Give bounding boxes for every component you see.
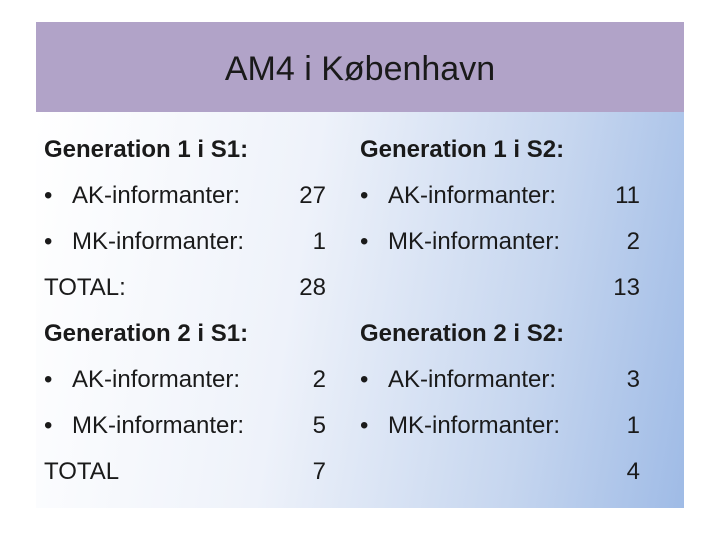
item-label: MK-informanter: xyxy=(388,228,561,255)
bullet: • xyxy=(44,366,53,393)
item-label: MK-informanter: xyxy=(388,412,561,439)
bullet: • xyxy=(360,366,369,393)
total-value: 28 xyxy=(299,274,326,301)
item-value: 1 xyxy=(626,412,640,439)
bullet: • xyxy=(360,412,369,439)
item-value: 11 xyxy=(615,182,640,209)
item-value: 1 xyxy=(312,228,326,255)
item-value: 3 xyxy=(626,366,640,393)
item-value: 2 xyxy=(626,228,640,255)
item-label: AK-informanter: xyxy=(388,182,557,209)
bullet: • xyxy=(44,412,53,439)
item-value: 27 xyxy=(299,182,326,209)
slide-title: AM4 i København xyxy=(224,50,496,88)
item-label: MK-informanter: xyxy=(72,228,245,255)
total-label: TOTAL xyxy=(44,458,120,485)
bullet: • xyxy=(360,182,369,209)
item-label: AK-informanter: xyxy=(72,366,241,393)
section-heading: Generation 1 i S2: xyxy=(360,136,565,163)
section-heading: Generation 2 i S2: xyxy=(360,320,565,347)
total-value: 7 xyxy=(312,458,326,485)
section-heading: Generation 2 i S1: xyxy=(44,320,249,347)
bullet: • xyxy=(44,182,53,209)
item-label: AK-informanter: xyxy=(388,366,557,393)
item-label: MK-informanter: xyxy=(72,412,245,439)
bullet: • xyxy=(360,228,369,255)
title-bar: AM4 i København xyxy=(36,22,684,112)
total-value: 13 xyxy=(613,274,640,301)
slide-body xyxy=(36,112,684,508)
total-value: 4 xyxy=(626,458,640,485)
bullet: • xyxy=(44,228,53,255)
section-heading: Generation 1 i S1: xyxy=(44,136,249,163)
total-label: TOTAL: xyxy=(44,274,126,301)
item-label: AK-informanter: xyxy=(72,182,241,209)
item-value: 5 xyxy=(312,412,326,439)
item-value: 2 xyxy=(312,366,326,393)
